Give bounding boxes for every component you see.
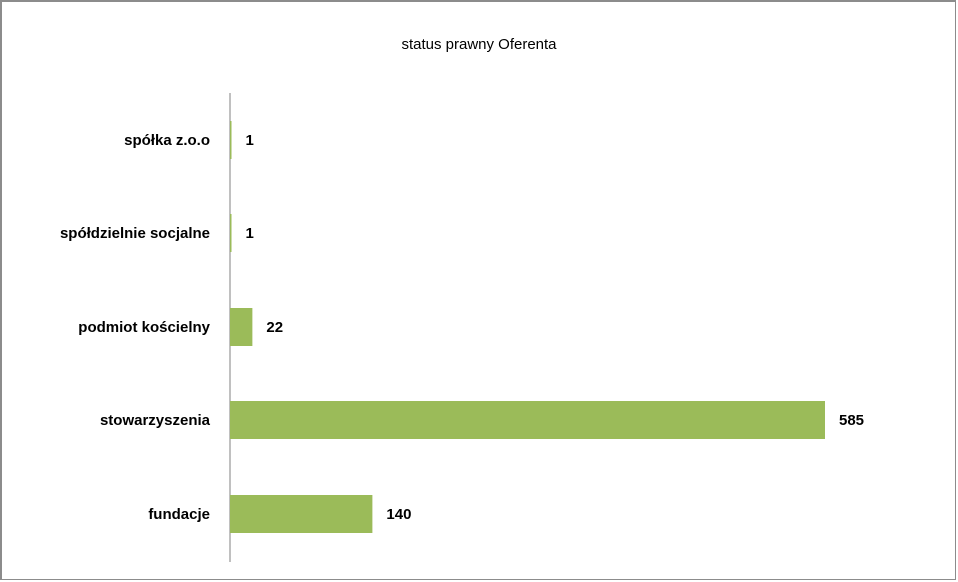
category-label-4: stowarzyszenia: [100, 412, 211, 429]
value-label-1: 1: [246, 132, 254, 149]
bars-group: [230, 121, 825, 533]
bar-2: [230, 214, 232, 252]
bar-1: [230, 121, 232, 159]
category-labels: spółka z.o.o spółdzielnie socjalne podmiot…: [60, 132, 211, 523]
category-label-3: podmiot kościelny: [78, 319, 210, 336]
chart-title: status prawny Oferenta: [401, 36, 557, 53]
value-label-2: 1: [246, 225, 254, 242]
value-label-3: 22: [266, 319, 283, 336]
value-label-5: 140: [386, 506, 411, 523]
value-labels: 1 1 22 585 140: [246, 132, 865, 523]
value-label-4: 585: [839, 412, 864, 429]
category-label-5: fundacje: [148, 506, 210, 523]
category-label-2: spółdzielnie socjalne: [60, 225, 210, 242]
bar-5: [230, 495, 373, 533]
category-label-1: spółka z.o.o: [124, 132, 210, 149]
bar-3: [230, 308, 253, 346]
bar-4: [230, 401, 825, 439]
